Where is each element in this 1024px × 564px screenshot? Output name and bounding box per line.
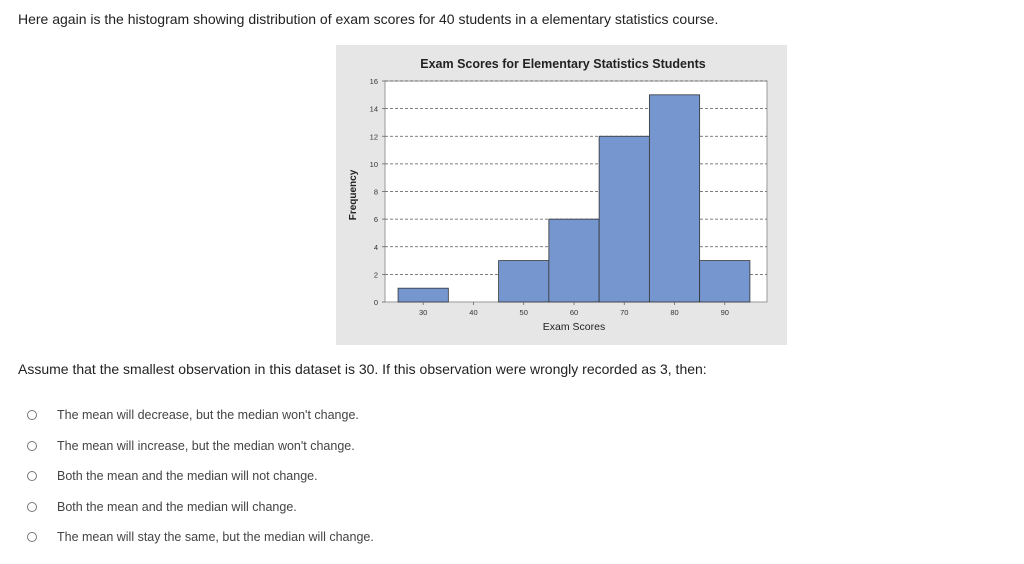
y-tick-label: 16	[370, 77, 378, 86]
x-tick-label: 50	[520, 308, 528, 317]
x-tick-label: 70	[620, 308, 628, 317]
histogram-svg: 0 2 4 6 8 10 12 14 16 30 40 50 60 70 80 90 Exam Scores f…	[348, 57, 768, 333]
x-tick-label: 30	[419, 308, 427, 317]
y-tick-label: 10	[370, 160, 378, 169]
radio-button[interactable]	[27, 471, 37, 481]
question-text: Assume that the smallest observation in …	[18, 361, 707, 377]
histogram-bar	[498, 260, 550, 303]
histogram-bar	[648, 94, 701, 303]
x-tick-label: 80	[670, 308, 678, 317]
y-axis-label: Frequency	[348, 169, 359, 220]
histogram-bar	[397, 287, 449, 303]
x-axis-label: Exam Scores	[543, 321, 605, 333]
histogram-bar	[699, 260, 751, 303]
answer-option-label: Both the mean and the median will change…	[57, 500, 297, 514]
radio-button[interactable]	[27, 502, 37, 512]
y-tick-label: 2	[374, 270, 378, 279]
radio-button[interactable]	[27, 410, 37, 420]
intro-text: Here again is the histogram showing dist…	[18, 11, 719, 27]
histogram-bar	[598, 135, 650, 303]
x-tick-label: 90	[721, 308, 729, 317]
y-tick-label: 0	[374, 298, 378, 307]
answer-option-3[interactable]: Both the mean and the median will not ch…	[25, 466, 445, 486]
answer-option-label: The mean will stay the same, but the med…	[57, 530, 374, 544]
x-tick-label: 40	[469, 308, 477, 317]
y-tick-label: 4	[374, 243, 378, 252]
answer-option-5[interactable]: The mean will stay the same, but the med…	[25, 527, 445, 547]
answer-option-1[interactable]: The mean will decrease, but the median w…	[25, 405, 445, 425]
chart-title: Exam Scores for Elementary Statistics St…	[420, 57, 706, 71]
histogram-chart: 0 2 4 6 8 10 12 14 16 30 40 50 60 70 80 90 Exam Scores f…	[336, 45, 787, 345]
answer-option-label: The mean will decrease, but the median w…	[57, 408, 359, 422]
y-tick-label: 14	[370, 105, 378, 114]
answer-option-label: Both the mean and the median will not ch…	[57, 469, 318, 483]
histogram-bar	[548, 218, 600, 303]
y-tick-label: 6	[374, 215, 378, 224]
radio-button[interactable]	[27, 532, 37, 542]
x-tick-label: 60	[570, 308, 578, 317]
answer-option-2[interactable]: The mean will increase, but the median w…	[25, 436, 445, 456]
y-tick-label: 8	[374, 188, 378, 197]
radio-button[interactable]	[27, 441, 37, 451]
answer-option-label: The mean will increase, but the median w…	[57, 439, 355, 453]
y-tick-label: 12	[370, 132, 378, 141]
answer-option-4[interactable]: Both the mean and the median will change…	[25, 497, 445, 517]
